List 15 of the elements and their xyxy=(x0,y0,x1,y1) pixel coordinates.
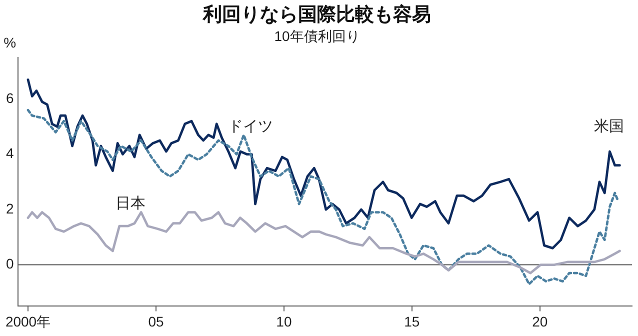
x-tick-label: 05 xyxy=(148,313,164,330)
y-tick-label: 4 xyxy=(6,145,14,162)
series-label: 米国 xyxy=(594,118,624,135)
chart-title: 利回りなら国際比較も容易 xyxy=(202,4,431,26)
y-tick-label: 6 xyxy=(6,90,14,106)
y-tick-label: 0 xyxy=(6,256,14,272)
series-label: ドイツ xyxy=(228,118,274,135)
y-axis-title: % xyxy=(4,34,16,50)
series-label: 日本 xyxy=(115,195,146,212)
x-tick-label: 20 xyxy=(532,313,548,330)
y-tick-label: 2 xyxy=(6,200,14,216)
x-tick-label: 15 xyxy=(404,313,420,330)
x-tick-label: 10 xyxy=(276,313,292,330)
chart-subtitle: 10年債利回り xyxy=(274,28,360,44)
x-tick-label: 2000年 xyxy=(5,313,51,330)
